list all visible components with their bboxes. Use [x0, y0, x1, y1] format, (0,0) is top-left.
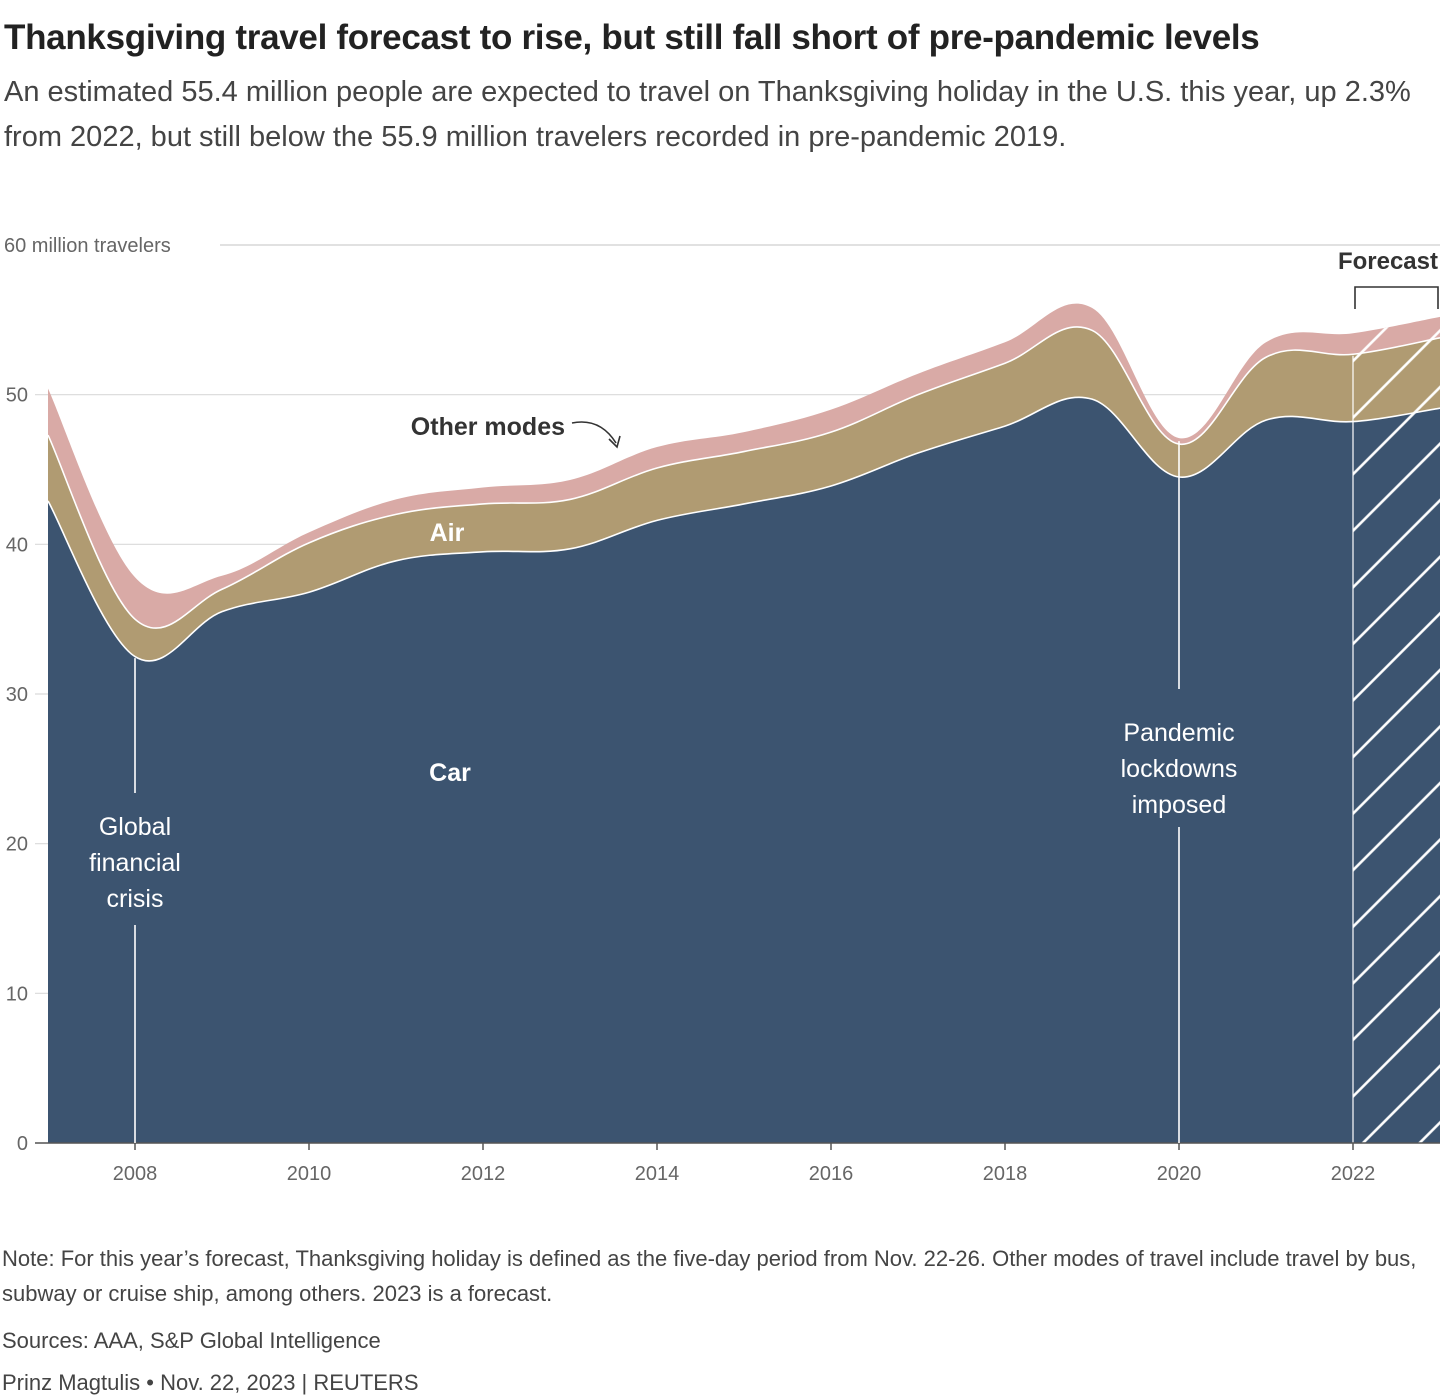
stacked-area-chart: 0 10 20 30 40 50 60 million travelers 2008 2010…	[4, 235, 1440, 1185]
x-tick-label: 2018	[983, 1163, 1028, 1185]
layer-boundary	[47, 396, 1440, 662]
chart-byline: Prinz Magtulis • Nov. 22, 2023 | REUTERS	[2, 1370, 419, 1395]
y-tick-label: 20	[6, 834, 28, 856]
y-tick-label: 40	[6, 534, 28, 556]
annotation-text: financial	[89, 849, 181, 877]
chart-title: Thanksgiving travel forecast to rise, bu…	[4, 18, 1260, 57]
y-tick-label: 50	[6, 385, 28, 407]
forecast-bracket	[1354, 286, 1439, 309]
x-tick-label: 2016	[809, 1163, 854, 1185]
annotation-text: Pandemic	[1123, 719, 1234, 747]
chart-sources: Sources: AAA, S&P Global Intelligence	[2, 1328, 381, 1353]
series-label-other-modes: Other modes	[411, 413, 565, 441]
x-tick-label: 2008	[113, 1163, 158, 1185]
x-tick-label: 2020	[1157, 1163, 1202, 1185]
x-tick-label: 2010	[287, 1163, 332, 1185]
x-tick-label: 2012	[461, 1163, 506, 1185]
other-modes-arrowhead	[608, 435, 621, 449]
series-label-air: Air	[430, 519, 465, 547]
series-label-car: Car	[429, 759, 471, 787]
x-tick-label: 2014	[635, 1163, 680, 1185]
area-car	[48, 397, 1440, 1143]
layer-boundary	[47, 326, 1440, 629]
x-tick-label: 2022	[1331, 1163, 1376, 1185]
area-air	[48, 326, 1440, 662]
annotation-text: crisis	[107, 885, 164, 913]
y-tick-label: 60 million travelers	[4, 235, 171, 257]
y-tick-label: 0	[17, 1133, 28, 1155]
area-other-modes	[48, 303, 1440, 629]
chart-note: Note: For this year’s forecast, Thanksgi…	[2, 1246, 1417, 1306]
forecast-label: Forecast	[1338, 248, 1438, 275]
y-tick-label: 10	[6, 983, 28, 1005]
chart-subtitle: An estimated 55.4 million people are exp…	[4, 76, 1411, 153]
annotation-text: lockdowns	[1121, 755, 1238, 783]
other-modes-arrow	[571, 421, 617, 444]
annotation-text: Global	[99, 813, 171, 841]
y-tick-label: 30	[6, 684, 28, 706]
annotation-text: imposed	[1132, 791, 1227, 819]
forecast-hatch	[1353, 303, 1440, 1143]
